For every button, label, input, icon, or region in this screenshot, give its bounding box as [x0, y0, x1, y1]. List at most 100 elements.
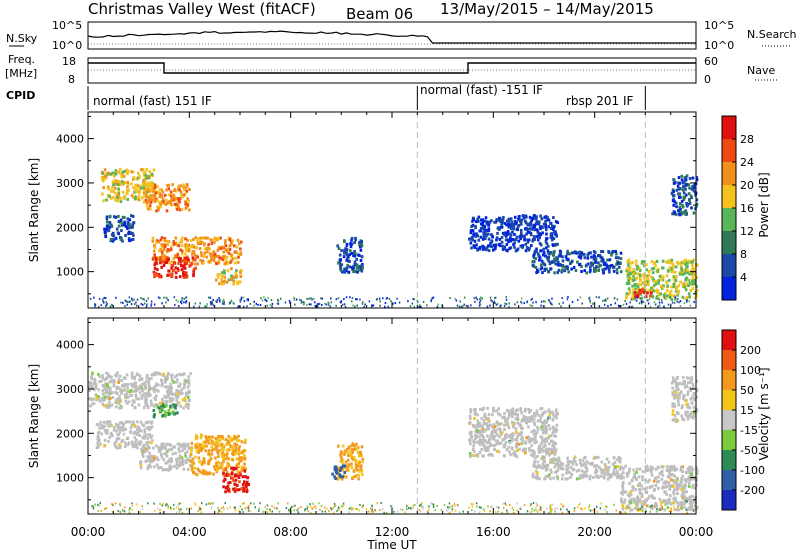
x-tick-label: 16:00 — [476, 525, 511, 539]
velocity-colorbar-tick: -50 — [740, 444, 758, 457]
date-range: 13/May/2015 – 14/May/2015 — [440, 0, 654, 18]
velocity-echo-region-0 — [88, 371, 192, 410]
power-colorbar-swatch — [722, 116, 736, 139]
power-colorbar-tick: 20 — [740, 179, 754, 192]
velocity-colorbar-swatch — [722, 430, 736, 450]
nsky-panel: N.Sky 10^5 10^0 10^5 10^0 N.Search — [6, 19, 797, 52]
beam-label: Beam 06 — [346, 5, 413, 23]
velocity-colorbar-tick: 50 — [740, 384, 754, 397]
power-colorbar: 28 24 20 16 12 8 4 — [721, 115, 754, 301]
cpid-segment-1: normal (fast) 151 IF — [93, 94, 212, 108]
power-echo-region-6 — [336, 236, 364, 274]
velocity-colorbar-tick: -15 — [740, 424, 758, 437]
x-tick-label: 00:00 — [71, 525, 106, 539]
power-ytick-label: 2000 — [56, 221, 84, 234]
velocity-echo-region-3 — [152, 403, 179, 419]
freq-label-line1: Freq. — [8, 53, 35, 66]
x-axis-label: Time UT — [366, 538, 417, 552]
cpid-segment-2: normal (fast) -151 IF — [420, 83, 543, 97]
velocity-colorbar-tick: -200 — [740, 484, 765, 497]
x-tick-label: 00:00 — [679, 525, 714, 539]
freq-tick-top: 18 — [62, 55, 76, 68]
power-colorbar-tick: 24 — [740, 156, 754, 169]
velocity-ytick-label: 1000 — [56, 472, 84, 485]
velocity-colorbar-swatch — [722, 470, 736, 490]
freq-panel: Freq. [MHz] 18 8 60 0 Nave — [5, 53, 778, 86]
x-tick-label: 08:00 — [273, 525, 308, 539]
power-colorbar-swatch — [722, 208, 736, 231]
velocity-ytick-label: 2000 — [56, 427, 84, 440]
power-echo-marks — [89, 167, 699, 308]
power-colorbar-swatch — [722, 254, 736, 277]
power-colorbar-tick: 16 — [740, 202, 754, 215]
power-colorbar-tick: 28 — [740, 133, 754, 146]
velocity-echo-region-10 — [620, 464, 699, 512]
velocity-echo-region-1 — [95, 420, 154, 450]
velocity-colorbar-swatch — [722, 350, 736, 370]
power-panel: 1000 2000 3000 4000 Slant Range [km] — [27, 111, 699, 309]
velocity-colorbar-swatch — [722, 410, 736, 430]
power-y-axis: 1000 2000 3000 4000 — [56, 112, 697, 308]
x-tick-label: 04:00 — [172, 525, 207, 539]
power-echo-region-7 — [468, 214, 559, 253]
velocity-colorbar-tick: 15 — [740, 404, 754, 417]
nsky-series — [87, 30, 696, 44]
velocity-colorbar-tick: 200 — [740, 344, 761, 357]
velocity-near-range-noise — [91, 502, 698, 514]
velocity-colorbar-swatch — [722, 390, 736, 410]
velocity-colorbar: 200 100 50 15 -15 -50 -100 -200 — [721, 329, 765, 511]
velocity-ytick-label: 4000 — [56, 339, 84, 352]
nsky-tick-top: 10^5 — [52, 19, 82, 32]
velocity-ylabel: Slant Range [km] — [27, 364, 41, 468]
power-near-range-noise — [89, 296, 695, 308]
nsearch-label: N.Search — [747, 28, 797, 41]
power-colorbar-tick: 12 — [740, 225, 754, 238]
frequency-series — [88, 62, 696, 74]
power-echo-region-10 — [633, 288, 653, 299]
velocity-colorbar-swatch — [722, 450, 736, 470]
velocity-y-axis: 1000 2000 3000 4000 — [56, 318, 697, 514]
velocity-echo-region-7 — [331, 464, 347, 480]
velocity-panel: 1000 2000 3000 4000 Slant Range [km] — [27, 317, 699, 515]
velocity-colorbar-label: Velocity [m s⁻¹] — [757, 367, 771, 460]
power-ytick-label: 3000 — [56, 177, 84, 190]
power-echo-region-3 — [151, 236, 243, 266]
power-colorbar-label: Power [dB] — [757, 172, 771, 237]
power-cpid-boundaries — [416, 112, 646, 308]
velocity-echo-region-5 — [222, 466, 250, 494]
velocity-colorbar-swatch — [722, 490, 736, 510]
x-tick-label: 12:00 — [375, 525, 410, 539]
velocity-colorbar-tick: 100 — [740, 364, 761, 377]
power-echo-region-4 — [151, 256, 197, 279]
cpid-row: CPID normal (fast) 151 IF normal (fast) … — [6, 83, 646, 110]
power-colorbar-swatch — [722, 277, 736, 300]
nave-tick-top: 60 — [704, 55, 718, 68]
nave-label: Nave — [747, 64, 775, 77]
power-echo-region-11 — [670, 174, 699, 217]
power-colorbar-tick: 8 — [740, 248, 747, 261]
cpid-label: CPID — [6, 89, 35, 102]
velocity-colorbar-swatch — [722, 330, 736, 350]
power-echo-region-1 — [143, 183, 191, 213]
cpid-segment-3: rbsp 201 IF — [566, 94, 633, 108]
velocity-echo-region-11 — [670, 375, 699, 423]
freq-label-line2: [MHz] — [5, 67, 37, 80]
x-tick-label: 20:00 — [577, 525, 612, 539]
power-echo-region-2 — [103, 214, 136, 243]
velocity-ytick-label: 3000 — [56, 383, 84, 396]
x-axis: 00:00 04:00 08:00 12:00 16:00 20:00 00:00 — [71, 525, 714, 539]
power-colorbar-tick: 4 — [740, 271, 747, 284]
power-colorbar-swatch — [722, 139, 736, 162]
velocity-cpid-boundaries — [416, 318, 646, 514]
power-echo-region-5 — [214, 267, 243, 286]
power-ytick-label: 4000 — [56, 133, 84, 146]
power-ytick-label: 1000 — [56, 266, 84, 279]
nsearch-tick-top: 10^5 — [704, 19, 734, 32]
nsky-label: N.Sky — [6, 32, 38, 45]
power-colorbar-swatch — [722, 185, 736, 208]
power-colorbar-swatch — [722, 162, 736, 185]
nsearch-tick-bottom: 10^0 — [704, 39, 734, 52]
velocity-echo-marks — [88, 371, 699, 514]
velocity-colorbar-tick: -100 — [740, 464, 765, 477]
